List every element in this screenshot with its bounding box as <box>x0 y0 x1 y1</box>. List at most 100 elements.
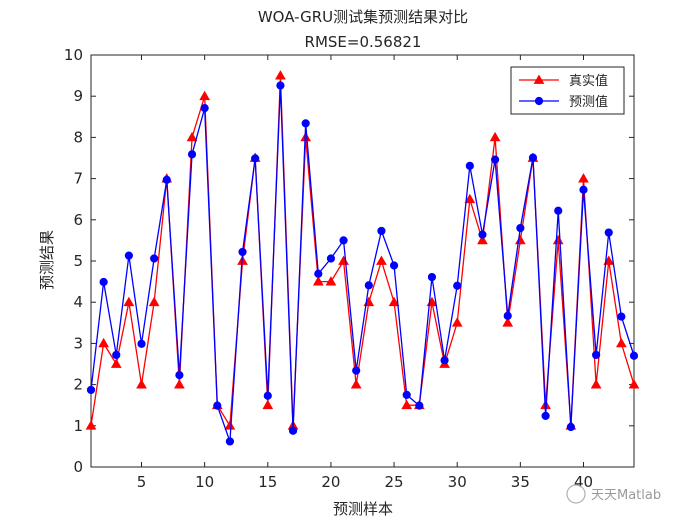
data-point <box>453 281 462 290</box>
triangle-marker <box>325 276 337 286</box>
data-point <box>137 339 146 348</box>
triangle-marker <box>590 379 602 389</box>
data-point <box>377 226 386 236</box>
triangle-marker <box>578 173 589 183</box>
data-point <box>616 337 627 348</box>
data-point <box>401 399 413 410</box>
triangle-marker <box>123 296 135 307</box>
x-tick-label: 10 <box>195 473 214 491</box>
triangle-marker <box>174 379 185 389</box>
circle-marker <box>415 401 424 410</box>
circle-marker <box>162 175 171 184</box>
circle-marker <box>503 311 512 320</box>
y-tick-label: 7 <box>73 170 83 188</box>
data-point <box>312 276 324 286</box>
data-point <box>186 131 198 142</box>
data-point <box>350 379 362 389</box>
circle-marker <box>238 247 247 257</box>
triangle-marker <box>110 358 122 368</box>
triangle-marker <box>489 131 501 142</box>
circle-marker <box>453 281 462 290</box>
data-point <box>490 155 500 164</box>
triangle-marker <box>85 420 97 430</box>
legend-label: 预测值 <box>569 94 608 110</box>
circle-marker <box>592 350 601 360</box>
circle-marker <box>314 269 323 278</box>
y-tick-label: 0 <box>73 458 83 476</box>
y-tick-label: 2 <box>73 376 83 394</box>
data-point <box>162 175 171 184</box>
triangle-marker <box>199 90 211 101</box>
circle-marker <box>276 81 285 90</box>
x-tick-label: 5 <box>137 473 147 491</box>
data-point <box>503 311 512 320</box>
circle-marker <box>579 185 588 194</box>
data-point <box>578 173 589 183</box>
data-point <box>592 350 601 360</box>
x-tick-label: 15 <box>258 473 277 491</box>
circle-marker <box>175 371 184 380</box>
data-point <box>554 206 563 215</box>
circle-marker <box>516 223 525 233</box>
circle-marker <box>402 390 411 399</box>
circle-marker <box>541 411 550 421</box>
circle-marker <box>213 401 222 410</box>
data-point <box>514 234 526 245</box>
data-point <box>388 296 400 307</box>
circle-marker <box>225 437 235 446</box>
data-point <box>376 255 387 265</box>
data-point <box>629 351 639 360</box>
triangle-marker <box>98 337 109 348</box>
data-point <box>628 379 640 389</box>
data-point <box>200 104 209 113</box>
data-point <box>325 276 337 286</box>
data-point <box>301 119 310 128</box>
wechat-icon <box>566 484 586 504</box>
circle-marker <box>389 261 399 270</box>
circle-marker <box>137 339 146 348</box>
y-tick-label: 5 <box>73 252 83 270</box>
data-point <box>528 153 538 162</box>
y-tick-label: 8 <box>73 128 83 146</box>
series-predicted <box>86 81 639 446</box>
circle-marker <box>251 154 260 163</box>
circle-marker <box>86 385 96 395</box>
watermark: 天天Matlab <box>566 484 661 504</box>
y-tick-label: 4 <box>73 293 83 311</box>
triangle-marker <box>338 255 349 265</box>
data-point <box>150 254 159 263</box>
circle-marker <box>377 226 386 236</box>
circle-marker <box>288 426 298 435</box>
triangle-marker <box>312 276 324 286</box>
legend-label: 真实值 <box>569 73 608 89</box>
data-point <box>590 379 602 389</box>
data-point <box>326 254 336 263</box>
circle-marker <box>301 119 310 128</box>
data-point <box>451 317 463 327</box>
triangle-marker <box>262 399 274 410</box>
circle-marker <box>490 155 500 164</box>
data-point <box>604 228 613 237</box>
triangle-marker <box>388 296 400 307</box>
triangle-marker <box>502 317 514 327</box>
triangle-marker <box>464 193 476 204</box>
data-point <box>276 81 285 90</box>
data-point <box>85 420 97 430</box>
data-point <box>541 411 550 421</box>
data-point <box>465 161 474 170</box>
y-tick-label: 9 <box>73 87 83 105</box>
circle-marker <box>339 236 348 245</box>
data-point <box>123 296 135 307</box>
circle-marker <box>150 254 159 263</box>
data-point <box>478 230 487 239</box>
x-tick-label: 35 <box>511 473 530 491</box>
triangle-marker <box>533 74 545 84</box>
circle-marker <box>263 391 272 400</box>
triangle-marker <box>275 70 286 80</box>
triangle-marker <box>186 131 198 142</box>
legend-entry: 真实值 <box>519 73 608 89</box>
data-point <box>502 317 514 327</box>
data-point <box>516 223 525 233</box>
triangle-marker <box>477 234 488 245</box>
chart-title: WOA-GRU测试集预测结果对比 <box>258 8 468 26</box>
